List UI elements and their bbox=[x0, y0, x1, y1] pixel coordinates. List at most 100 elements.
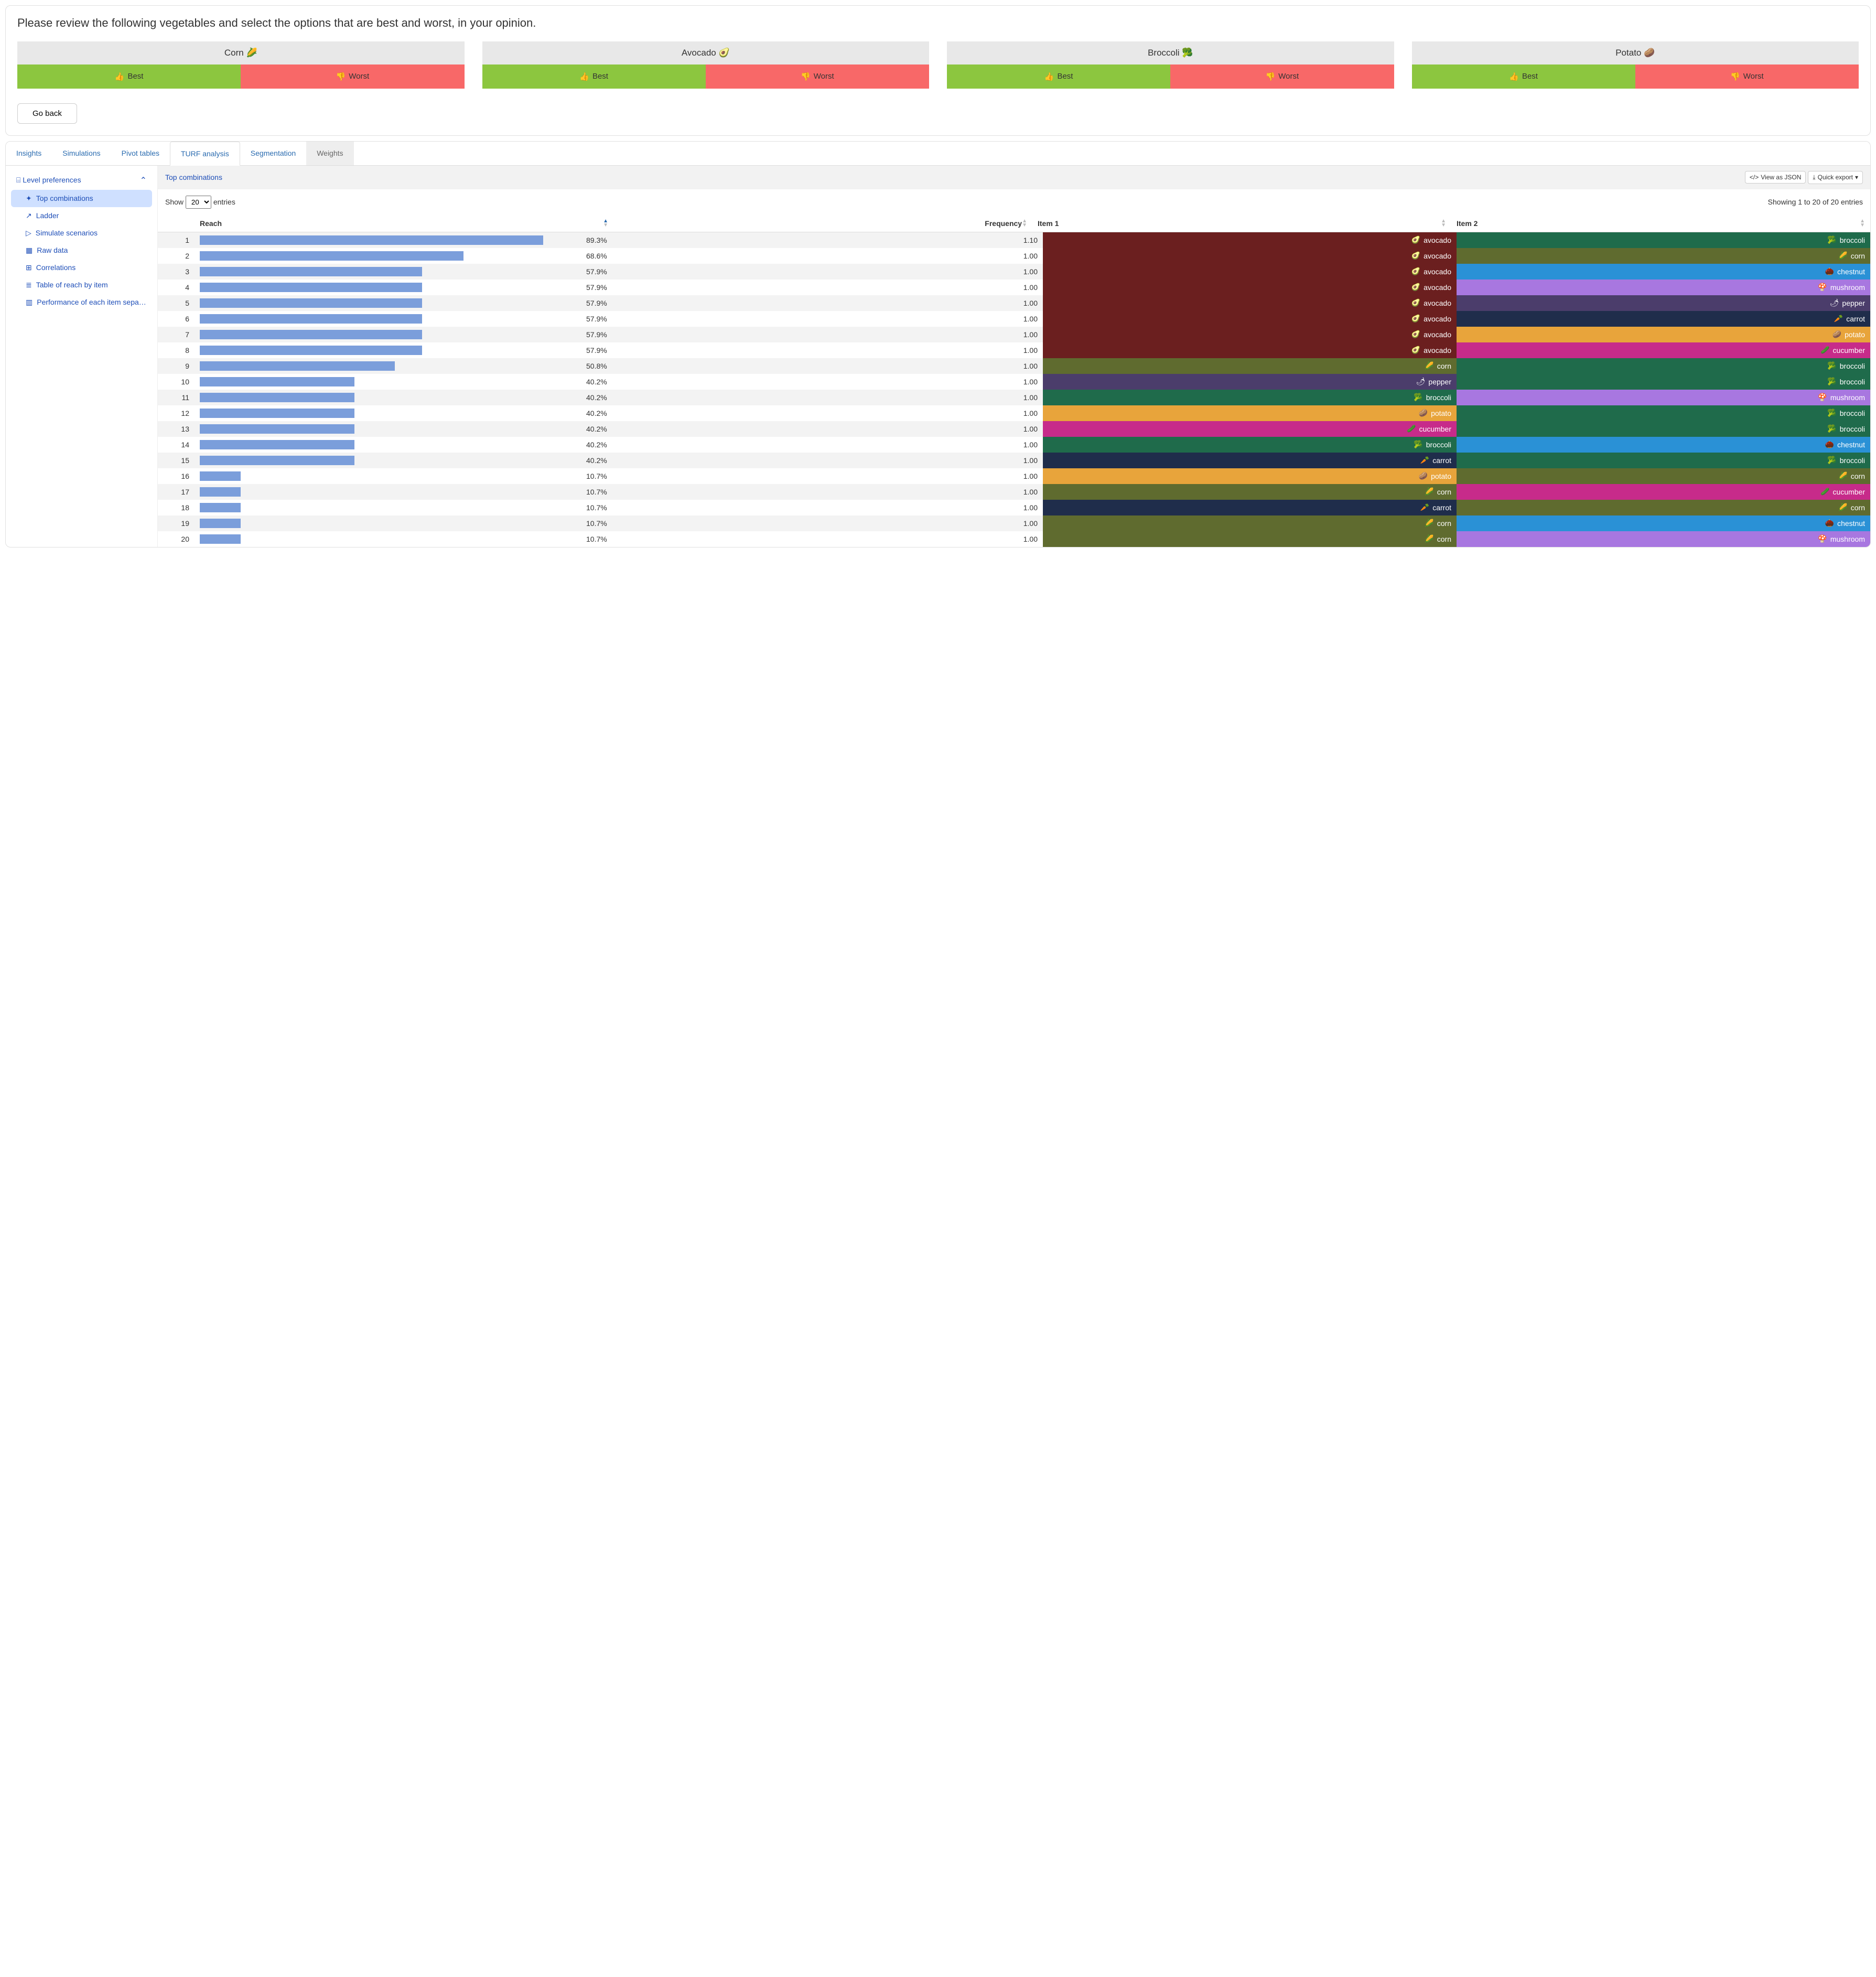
item-emoji-icon: 🌶 bbox=[1416, 377, 1426, 386]
item-emoji-icon: 🥑 bbox=[1411, 251, 1420, 260]
item-tag: 🥔 potato bbox=[1043, 468, 1457, 484]
survey-card: Avocado 🥑👍 Best👎 Worst bbox=[482, 41, 930, 89]
row-index: 3 bbox=[158, 264, 195, 280]
item-emoji-icon: 🥦 bbox=[1827, 361, 1836, 370]
table-row: 557.9%1.00🥑 avocado🌶 pepper bbox=[158, 295, 1870, 311]
row-index: 17 bbox=[158, 484, 195, 500]
sidebar-item[interactable]: ↗Ladder bbox=[11, 207, 152, 224]
item-tag: 🥦 broccoli bbox=[1457, 232, 1870, 248]
col-reach[interactable]: Reach bbox=[200, 219, 222, 228]
item2-cell: 🍄 mushroom bbox=[1457, 531, 1870, 547]
best-button[interactable]: 👍 Best bbox=[1412, 65, 1635, 89]
col-frequency[interactable]: Frequency bbox=[985, 219, 1022, 228]
best-button[interactable]: 👍 Best bbox=[482, 65, 706, 89]
table-header: Reach▲▼ Frequency▲▼ Item 1▲▼ Item 2▲▼ bbox=[158, 215, 1870, 232]
item-tag: 🌰 chestnut bbox=[1457, 264, 1870, 280]
quick-export-button[interactable]: ⤓ Quick export ▾ bbox=[1808, 171, 1863, 184]
reach-cell: 68.6% bbox=[195, 248, 619, 264]
sidebar-icon: ▥ bbox=[26, 298, 33, 307]
row-index: 12 bbox=[158, 405, 195, 421]
row-index: 14 bbox=[158, 437, 195, 453]
reach-cell: 40.2% bbox=[195, 374, 619, 390]
tab-insights[interactable]: Insights bbox=[6, 142, 52, 165]
sidebar-icon: ⊞ bbox=[26, 263, 32, 272]
worst-button[interactable]: 👎 Worst bbox=[1635, 65, 1859, 89]
item-tag: 🥕 carrot bbox=[1457, 311, 1870, 327]
entries-select[interactable]: 20 bbox=[186, 196, 211, 209]
table-row: 950.8%1.00🌽 corn🥦 broccoli bbox=[158, 358, 1870, 374]
item-tag: 🥒 cucumber bbox=[1457, 484, 1870, 500]
item-tag: 🥑 avocado bbox=[1043, 342, 1457, 358]
item-tag: 🌽 corn bbox=[1457, 500, 1870, 515]
item-emoji-icon: 🌽 bbox=[1425, 361, 1433, 370]
sidebar-item[interactable]: ⊞Correlations bbox=[11, 259, 152, 276]
sidebar-item[interactable]: ▥Performance of each item sepa… bbox=[11, 294, 152, 311]
item1-cell: 🥒 cucumber bbox=[1043, 421, 1457, 437]
worst-button[interactable]: 👎 Worst bbox=[706, 65, 929, 89]
item1-cell: 🥔 potato bbox=[1043, 468, 1457, 484]
table-row: 1440.2%1.00🥦 broccoli🌰 chestnut bbox=[158, 437, 1870, 453]
item2-cell: 🥦 broccoli bbox=[1457, 453, 1870, 468]
item-tag: 🥒 cucumber bbox=[1457, 342, 1870, 358]
table-row: 857.9%1.00🥑 avocado🥒 cucumber bbox=[158, 342, 1870, 358]
tab-simulations[interactable]: Simulations bbox=[52, 142, 111, 165]
item-emoji-icon: 🥦 bbox=[1827, 456, 1836, 465]
table-row: 2010.7%1.00🌽 corn🍄 mushroom bbox=[158, 531, 1870, 547]
item2-cell: 🥦 broccoli bbox=[1457, 358, 1870, 374]
item-tag: 🍄 mushroom bbox=[1457, 280, 1870, 295]
best-button[interactable]: 👍 Best bbox=[17, 65, 241, 89]
col-item2[interactable]: Item 2 bbox=[1457, 219, 1478, 228]
item1-cell: 🌽 corn bbox=[1043, 515, 1457, 531]
item1-cell: 🌽 corn bbox=[1043, 531, 1457, 547]
showing-text: Showing 1 to 20 of 20 entries bbox=[1768, 198, 1863, 206]
sidebar-item[interactable]: ▦Raw data bbox=[11, 242, 152, 259]
thumbs-up-icon: 👍 bbox=[1509, 72, 1519, 81]
item-emoji-icon: 🌽 bbox=[1838, 471, 1847, 480]
tab-segmentation[interactable]: Segmentation bbox=[240, 142, 306, 165]
survey-card: Corn 🌽👍 Best👎 Worst bbox=[17, 41, 465, 89]
item-tag: 🥒 cucumber bbox=[1043, 421, 1457, 437]
item1-cell: 🥑 avocado bbox=[1043, 327, 1457, 342]
reach-cell: 57.9% bbox=[195, 280, 619, 295]
item-tag: 🌽 corn bbox=[1043, 358, 1457, 374]
reach-cell: 10.7% bbox=[195, 515, 619, 531]
item2-cell: 🌰 chestnut bbox=[1457, 437, 1870, 453]
item1-cell: 🥑 avocado bbox=[1043, 295, 1457, 311]
sidebar-item[interactable]: ▷Simulate scenarios bbox=[11, 224, 152, 242]
item-emoji-icon: 🥑 bbox=[1411, 330, 1420, 339]
reach-cell: 89.3% bbox=[195, 232, 619, 248]
thumbs-down-icon: 👎 bbox=[336, 72, 346, 81]
freq-cell: 1.00 bbox=[619, 453, 1043, 468]
row-index: 8 bbox=[158, 342, 195, 358]
reach-cell: 50.8% bbox=[195, 358, 619, 374]
sidebar-header[interactable]: ⌸ Level preferences bbox=[11, 171, 152, 190]
go-back-button[interactable]: Go back bbox=[17, 103, 77, 124]
item-tag: 🥑 avocado bbox=[1043, 280, 1457, 295]
row-index: 7 bbox=[158, 327, 195, 342]
worst-button[interactable]: 👎 Worst bbox=[241, 65, 464, 89]
analysis-panel: InsightsSimulationsPivot tablesTURF anal… bbox=[5, 141, 1871, 547]
worst-button[interactable]: 👎 Worst bbox=[1170, 65, 1394, 89]
table-body: 189.3%1.10🥑 avocado🥦 broccoli268.6%1.00🥑… bbox=[158, 232, 1870, 547]
item-tag: 🥦 broccoli bbox=[1457, 374, 1870, 390]
col-item1[interactable]: Item 1 bbox=[1038, 219, 1059, 228]
sidebar-item[interactable]: ✦Top combinations bbox=[11, 190, 152, 207]
sidebar-item[interactable]: ≣Table of reach by item bbox=[11, 276, 152, 294]
item1-cell: 🥑 avocado bbox=[1043, 248, 1457, 264]
item-emoji-icon: 🥕 bbox=[1834, 314, 1843, 323]
item-tag: 🥦 broccoli bbox=[1043, 437, 1457, 453]
item1-cell: 🥑 avocado bbox=[1043, 280, 1457, 295]
reach-cell: 40.2% bbox=[195, 421, 619, 437]
table-row: 1810.7%1.00🥕 carrot🌽 corn bbox=[158, 500, 1870, 515]
card-header: Avocado 🥑 bbox=[482, 41, 930, 65]
item-tag: 🥦 broccoli bbox=[1043, 390, 1457, 405]
view-json-button[interactable]: </> View as JSON bbox=[1745, 171, 1806, 184]
row-index: 4 bbox=[158, 280, 195, 295]
chevron-up-icon bbox=[140, 175, 147, 186]
best-button[interactable]: 👍 Best bbox=[947, 65, 1170, 89]
row-index: 15 bbox=[158, 453, 195, 468]
tab-pivot-tables[interactable]: Pivot tables bbox=[111, 142, 170, 165]
tab-turf-analysis[interactable]: TURF analysis bbox=[170, 142, 240, 166]
item1-cell: 🥦 broccoli bbox=[1043, 437, 1457, 453]
tab-weights[interactable]: Weights bbox=[306, 142, 353, 165]
